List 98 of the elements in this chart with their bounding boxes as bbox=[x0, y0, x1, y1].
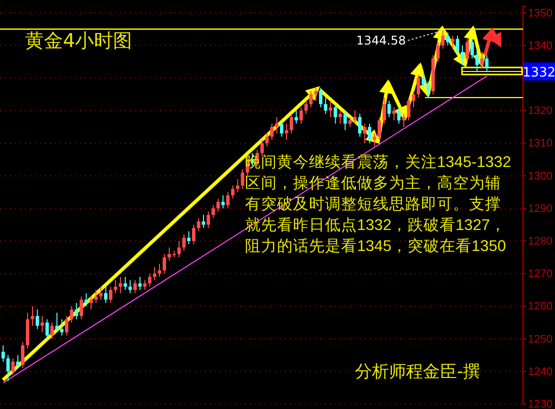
annotation: 分析师程金臣-撰 bbox=[355, 362, 480, 382]
candlestick bbox=[275, 116, 278, 134]
candlestick bbox=[6, 354, 10, 382]
candlestick bbox=[299, 106, 303, 124]
candlestick bbox=[412, 90, 416, 108]
candlestick bbox=[422, 70, 426, 88]
candlestick bbox=[226, 192, 230, 209]
y-tick-label: 1320 bbox=[528, 105, 552, 118]
candlestick bbox=[260, 139, 264, 157]
candlestick bbox=[362, 123, 366, 144]
candlestick bbox=[152, 266, 156, 281]
candlestick bbox=[182, 234, 186, 252]
candlestick bbox=[460, 44, 464, 66]
candlestick bbox=[397, 106, 401, 124]
candlestick bbox=[485, 54, 489, 72]
candlestick bbox=[343, 110, 347, 131]
candlestick bbox=[314, 87, 318, 102]
candlestick bbox=[192, 224, 196, 245]
candlestick bbox=[104, 286, 108, 304]
candlestick bbox=[74, 302, 78, 320]
candlestick bbox=[304, 100, 308, 114]
ref-line-label: 1332 bbox=[522, 65, 555, 80]
candlestick bbox=[231, 185, 234, 200]
candlestick bbox=[99, 286, 103, 300]
candlestick bbox=[334, 104, 338, 124]
candlestick bbox=[466, 38, 469, 62]
candlestick bbox=[324, 97, 328, 114]
y-tick-label: 1270 bbox=[528, 268, 552, 280]
candlestick bbox=[143, 280, 147, 290]
candlestick bbox=[280, 120, 284, 138]
candlestick bbox=[319, 87, 322, 108]
candlestick bbox=[55, 312, 59, 333]
candlestick bbox=[270, 123, 274, 140]
candlestick bbox=[441, 30, 445, 50]
y-tick-label: 1260 bbox=[528, 300, 552, 313]
candlestick bbox=[64, 315, 68, 336]
candlestick bbox=[162, 254, 166, 274]
candlestick bbox=[416, 74, 420, 98]
text: 黄金4小时图 bbox=[25, 30, 132, 52]
candlestick bbox=[84, 292, 88, 307]
candlestick bbox=[392, 106, 396, 121]
y-tick-label: 1230 bbox=[528, 398, 552, 409]
candlestick bbox=[368, 123, 372, 144]
candlestick bbox=[402, 113, 406, 128]
candlestick bbox=[290, 113, 294, 134]
candlestick bbox=[1, 344, 5, 362]
y-tick-label: 1300 bbox=[528, 170, 552, 182]
candlestick bbox=[11, 358, 15, 376]
candlestick bbox=[480, 51, 484, 69]
candlestick bbox=[372, 132, 376, 147]
y-tick-label: 1310 bbox=[528, 138, 552, 150]
candlestick bbox=[80, 296, 84, 320]
candlestick bbox=[387, 100, 391, 118]
candlestick bbox=[40, 315, 44, 333]
candlestick bbox=[309, 90, 313, 108]
candlestick bbox=[36, 308, 40, 330]
annotation: 阻力的话先是看1345，突破在看1350 bbox=[245, 237, 506, 255]
candlestick bbox=[426, 80, 430, 98]
candlestick bbox=[70, 306, 74, 323]
candlestick bbox=[450, 35, 454, 50]
candlestick bbox=[475, 48, 479, 72]
candlestick bbox=[196, 218, 200, 232]
y-tick-label: 1250 bbox=[528, 333, 552, 346]
candlestick bbox=[353, 110, 357, 124]
candlestick bbox=[124, 276, 128, 290]
candlestick bbox=[240, 168, 244, 190]
candlestick bbox=[470, 38, 474, 59]
y-tick-label: 1290 bbox=[528, 202, 552, 215]
candlestick bbox=[133, 280, 137, 294]
candlestick bbox=[128, 280, 132, 294]
annotation: 1344.58 bbox=[356, 33, 406, 48]
candlestick bbox=[118, 276, 122, 294]
candlestick bbox=[187, 230, 191, 245]
candlestick bbox=[406, 97, 410, 121]
candlestick bbox=[358, 113, 362, 138]
candlestick bbox=[284, 123, 288, 140]
candlestick bbox=[338, 110, 342, 124]
candlestick bbox=[114, 280, 118, 294]
candlestick bbox=[446, 32, 450, 46]
candlestick bbox=[16, 354, 20, 369]
candlestick bbox=[108, 286, 112, 304]
candlestick bbox=[177, 240, 181, 258]
candlestick bbox=[45, 318, 49, 340]
candlestick bbox=[378, 116, 382, 140]
candlestick bbox=[60, 318, 64, 336]
candlestick bbox=[236, 178, 240, 193]
candlestick bbox=[206, 211, 210, 228]
candlestick bbox=[382, 97, 386, 124]
y-tick-label: 1340 bbox=[528, 40, 552, 52]
candlestick bbox=[148, 273, 152, 288]
y-tick-label: 1350 bbox=[528, 7, 552, 20]
y-tick-label: 1240 bbox=[528, 366, 552, 378]
candlestick bbox=[212, 204, 215, 219]
candlestick bbox=[89, 296, 93, 310]
candlestick bbox=[294, 110, 298, 124]
candlestick bbox=[21, 342, 24, 369]
y-tick-label: 1280 bbox=[528, 236, 552, 248]
candlestick bbox=[216, 198, 220, 212]
